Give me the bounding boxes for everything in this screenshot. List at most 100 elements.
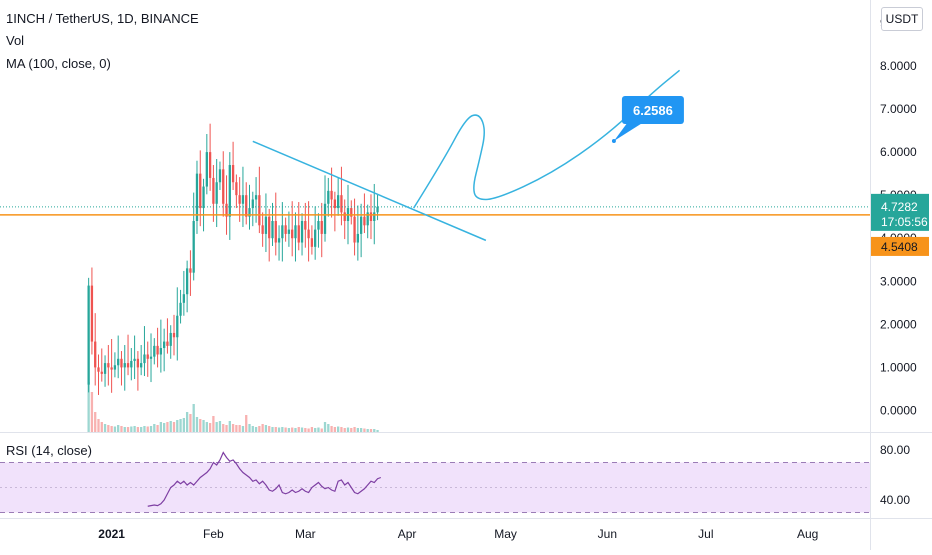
- volume-bar: [330, 426, 333, 432]
- volume-bar: [359, 428, 363, 432]
- volume-bar: [169, 421, 172, 432]
- volume-bar: [94, 412, 97, 432]
- candle-body: [110, 367, 113, 370]
- volume-bar: [143, 426, 146, 432]
- volume-bar: [297, 427, 300, 432]
- volume-bar: [215, 422, 218, 432]
- candle-body: [166, 341, 169, 346]
- volume-bar: [366, 429, 369, 432]
- volume-bar: [274, 427, 277, 432]
- volume-bar: [163, 423, 166, 432]
- candle-body: [149, 356, 153, 359]
- candle-body: [300, 221, 304, 243]
- volume-bar: [182, 418, 185, 432]
- volume-bar: [304, 428, 307, 432]
- volume-bar: [337, 426, 340, 432]
- volume-bar: [222, 424, 225, 432]
- candle-body: [340, 195, 343, 213]
- volume-bar: [291, 427, 294, 432]
- candle-body: [314, 229, 317, 247]
- candle-body: [238, 195, 241, 204]
- candle-body: [133, 358, 136, 361]
- volume-bar: [189, 414, 192, 432]
- volume-bar: [113, 426, 117, 432]
- volume-bar: [238, 425, 241, 432]
- volume-bar: [202, 420, 205, 432]
- time-tick-label: Apr: [398, 527, 417, 541]
- callout-text: 6.2586: [633, 103, 673, 118]
- candle-body: [307, 229, 310, 239]
- candle-body: [123, 363, 126, 368]
- price-tick-label: 7.0000: [880, 102, 917, 116]
- volume-bar: [251, 426, 254, 432]
- price-tick-label: 8.0000: [880, 59, 917, 73]
- volume-bar: [130, 426, 133, 432]
- candle-body: [228, 165, 231, 217]
- volume-bar: [185, 412, 189, 432]
- volume-bar: [176, 420, 179, 432]
- volume-bar: [353, 427, 356, 432]
- callout-anchor-dot: [611, 138, 616, 143]
- volume-bar: [248, 424, 251, 432]
- candle-body: [284, 225, 287, 234]
- price-tick-label: 1.0000: [880, 360, 917, 374]
- last-price-text: 4.7282: [881, 200, 918, 214]
- candle-body: [225, 203, 228, 217]
- volume-bar: [228, 421, 231, 432]
- volume-bar: [261, 424, 264, 432]
- candle-body: [87, 285, 90, 385]
- candle-body: [136, 358, 140, 368]
- candle-body: [182, 294, 185, 303]
- candle-body: [251, 199, 254, 209]
- volume-bar: [199, 419, 202, 432]
- volume-bar: [264, 425, 268, 432]
- time-tick-label: May: [494, 527, 517, 541]
- currency-button[interactable]: USDT: [881, 7, 923, 31]
- candle-body: [245, 195, 248, 217]
- volume-bar: [172, 422, 176, 432]
- volume-bar: [153, 424, 156, 432]
- candle-body: [248, 208, 251, 217]
- candle-body: [353, 216, 356, 243]
- candle-body: [159, 348, 163, 355]
- candle-body: [113, 365, 117, 370]
- candle-body: [235, 182, 238, 196]
- candle-body: [330, 190, 333, 200]
- candle-body: [363, 216, 366, 226]
- candle-body: [215, 182, 218, 204]
- volume-bar: [356, 428, 359, 432]
- volume-bar: [166, 422, 169, 432]
- volume-bar: [126, 427, 130, 432]
- level-price-badge: [871, 236, 929, 256]
- volume-bar: [225, 425, 228, 432]
- volume-bar: [208, 423, 212, 432]
- candle-body: [291, 229, 294, 239]
- candle-body: [320, 221, 323, 234]
- candle-body: [222, 169, 225, 204]
- candle-body: [143, 354, 146, 364]
- volume-bar: [205, 422, 208, 432]
- price-callout: 6.2586: [611, 95, 684, 143]
- candle-body: [343, 212, 346, 221]
- volume-bar: [87, 382, 90, 432]
- volume-bar: [212, 416, 215, 432]
- volume-bar: [271, 427, 274, 432]
- countdown-text: 17:05:56: [881, 215, 928, 229]
- volume-bar: [146, 426, 149, 432]
- price-tick-label: 3.0000: [880, 274, 917, 288]
- price-tick-label: 2.0000: [880, 317, 917, 331]
- volume-bar: [277, 427, 281, 432]
- volume-bar: [343, 428, 346, 432]
- candle-body: [297, 225, 300, 243]
- volume-bar: [258, 426, 261, 432]
- candle-body: [199, 173, 202, 209]
- candle-body: [156, 345, 159, 355]
- volume-bar: [195, 417, 199, 432]
- candle-body: [337, 195, 340, 209]
- candle-body: [176, 315, 179, 338]
- volume-bar: [294, 428, 297, 432]
- candle-body: [287, 229, 291, 234]
- volume-bar: [241, 426, 245, 432]
- candle-body: [274, 221, 277, 243]
